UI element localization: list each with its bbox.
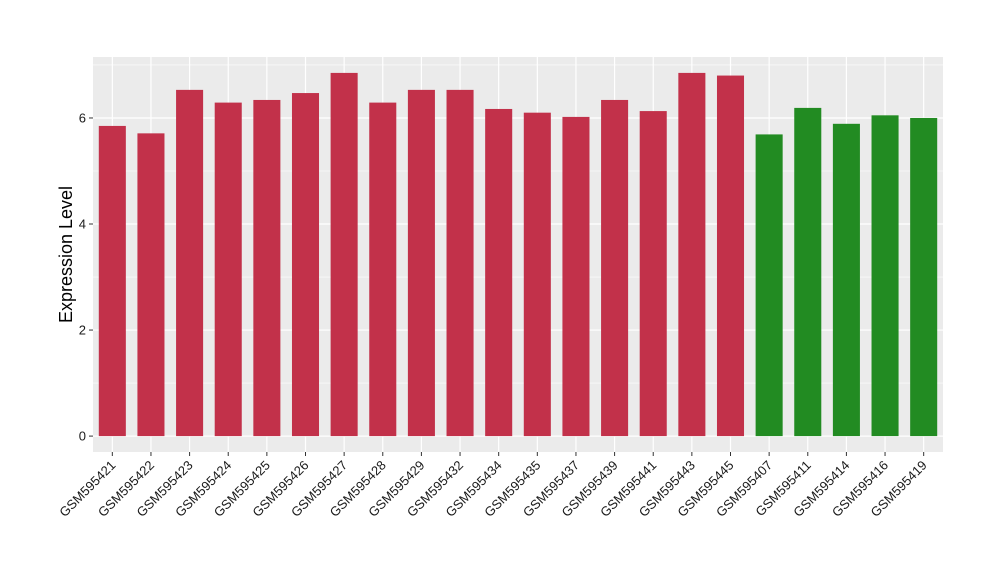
bar-GSM595443 (678, 72, 706, 437)
bar-GSM595425 (253, 99, 281, 437)
bar-GSM595414 (832, 123, 860, 437)
y-axis-title: Expression Level (56, 186, 76, 323)
bar-GSM595423 (176, 89, 204, 437)
bar-GSM595441 (639, 111, 667, 437)
bar-GSM595424 (214, 102, 242, 437)
bar-GSM595419 (910, 117, 938, 437)
y-tick-label: 0 (79, 429, 86, 444)
bar-GSM595445 (716, 75, 745, 437)
bar-GSM595427 (330, 72, 358, 437)
bar-GSM595434 (485, 108, 513, 437)
bar-GSM595429 (407, 89, 435, 437)
x-axis: GSM595421GSM595422GSM595423GSM595424GSM5… (56, 452, 930, 520)
bar-GSM595426 (291, 93, 320, 437)
y-axis: 0 2 4 6 (79, 110, 93, 444)
bar-GSM595407 (755, 134, 783, 437)
bar-GSM595428 (369, 102, 397, 437)
bar-GSM595416 (871, 115, 899, 437)
y-tick-label: 6 (79, 110, 86, 125)
bar-GSM595421 (98, 125, 126, 437)
bar-layer (98, 72, 938, 437)
bar-GSM595437 (562, 116, 590, 437)
y-tick-label: 2 (79, 323, 86, 338)
bar-GSM595411 (794, 107, 822, 437)
bar-GSM595432 (446, 89, 474, 437)
bar-GSM595435 (523, 112, 551, 437)
bar-GSM595439 (601, 99, 629, 437)
bar-GSM595422 (137, 133, 165, 437)
y-tick-label: 4 (79, 217, 86, 232)
